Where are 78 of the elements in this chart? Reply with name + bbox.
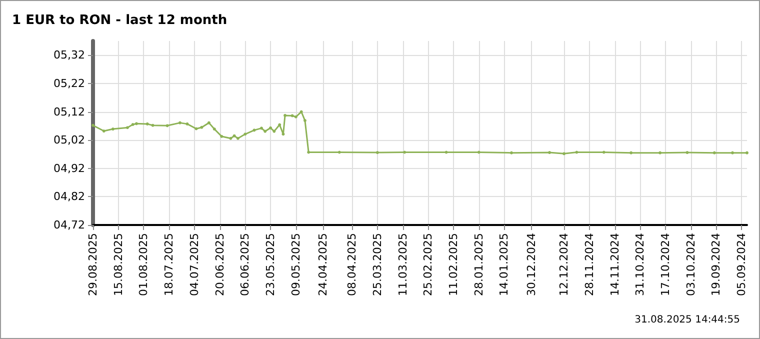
point xyxy=(444,150,448,154)
point xyxy=(232,134,236,138)
point xyxy=(575,150,578,154)
point xyxy=(260,126,263,130)
y-tick-label: 05,22 xyxy=(54,76,85,90)
x-tick-label: 08.04.2025 xyxy=(346,233,359,296)
point xyxy=(92,124,94,127)
point xyxy=(194,127,198,130)
line-series xyxy=(92,110,748,156)
x-tick-label: 24.04.2025 xyxy=(316,233,330,296)
x-tick-label: 15.08.2025 xyxy=(112,233,125,296)
y-tick-label: 04,82 xyxy=(54,190,85,204)
x-tick-label: 11.03.2025 xyxy=(396,233,410,296)
point xyxy=(200,126,204,129)
point xyxy=(294,115,298,118)
y-tick-label: 05,32 xyxy=(54,48,85,62)
x-tick-label: 06.06.2025 xyxy=(238,233,252,296)
y-tick-label: 05,12 xyxy=(54,105,85,118)
point xyxy=(166,124,169,128)
point xyxy=(102,130,106,133)
x-tick-label: 11.02.2025 xyxy=(447,233,460,296)
text: 31.08.2025 14:44:55 xyxy=(634,314,740,326)
point xyxy=(731,151,734,154)
x-tick-label: 03.10.2024 xyxy=(684,233,698,296)
x-tick-label: 14.01.2025 xyxy=(498,233,511,296)
point xyxy=(146,122,149,126)
point xyxy=(264,130,267,133)
point xyxy=(477,150,480,154)
point xyxy=(602,150,606,154)
point xyxy=(178,121,182,124)
point xyxy=(746,151,748,154)
point xyxy=(562,152,566,156)
point xyxy=(403,150,406,154)
x-tick-label: 19.09.2024 xyxy=(710,233,723,296)
point xyxy=(236,136,240,140)
x-tick-label: 23.05.2025 xyxy=(264,233,278,296)
point xyxy=(282,132,285,136)
point xyxy=(658,151,662,154)
point xyxy=(186,122,189,126)
point xyxy=(630,151,633,154)
x-tick-label: 17.10.2024 xyxy=(658,233,672,296)
point xyxy=(712,151,716,154)
x-tick-label: 18.07.2025 xyxy=(162,233,176,296)
x-tick-label: 01.08.2025 xyxy=(137,233,150,296)
point xyxy=(207,121,210,124)
point xyxy=(131,123,134,126)
x-tick-label: 12.12.2024 xyxy=(558,233,571,296)
x-tick-label: 05.09.2024 xyxy=(735,233,748,296)
x-tick-label: 29.08.2025 xyxy=(86,233,100,296)
y-tick-label: 04,72 xyxy=(54,218,85,232)
x-tick-label: 28.01.2025 xyxy=(472,233,486,296)
point xyxy=(229,136,232,140)
x-tick-label: 25.03.2025 xyxy=(370,233,384,296)
y-tick-label: 04,92 xyxy=(54,162,85,175)
point xyxy=(686,151,689,154)
point xyxy=(269,126,272,130)
x-tick-label: 20.06.2025 xyxy=(213,233,226,296)
point xyxy=(307,150,310,154)
x-tick-label: 14.11.2024 xyxy=(608,233,622,296)
y-tick-label: 05,02 xyxy=(54,134,85,147)
point xyxy=(220,134,224,138)
x-tick-label: 31.10.2024 xyxy=(634,233,647,296)
point xyxy=(272,130,276,133)
x-tick-label: 28.11.2024 xyxy=(582,233,596,296)
point xyxy=(212,128,216,131)
chart-title: 1 EUR to RON - last 12 month xyxy=(12,13,228,28)
point xyxy=(134,122,138,126)
point xyxy=(284,114,287,117)
point xyxy=(510,151,513,154)
x-tick-label: 25.02.2025 xyxy=(422,233,435,296)
x-tick-label: 04.07.2025 xyxy=(188,233,201,296)
point xyxy=(244,132,247,136)
x-tick-label: 09.05.2025 xyxy=(289,233,302,296)
point xyxy=(338,150,341,154)
point xyxy=(290,114,294,118)
point xyxy=(126,126,129,130)
x-tick-label: 30.12.2024 xyxy=(524,233,538,296)
point xyxy=(278,123,282,126)
